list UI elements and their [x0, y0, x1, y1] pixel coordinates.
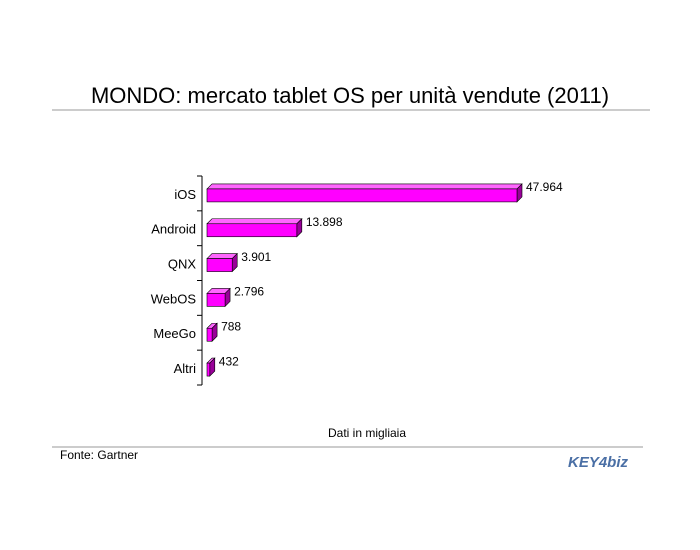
bar	[206, 188, 518, 203]
y-tick-label: iOS	[174, 187, 196, 202]
axis-note: Dati in migliaia	[328, 426, 406, 440]
value-label: 13.898	[306, 215, 343, 229]
bar	[206, 293, 226, 307]
y-tick-label: Altri	[174, 361, 197, 376]
value-label: 47.964	[526, 180, 563, 194]
y-tick-label: Android	[151, 222, 196, 237]
value-label: 2.796	[234, 285, 264, 299]
chart-title: MONDO: mercato tablet OS per unità vendu…	[91, 83, 609, 108]
value-label: 788	[221, 319, 241, 333]
bar	[206, 327, 213, 342]
bar-top	[206, 218, 303, 225]
value-label: 432	[219, 354, 239, 368]
y-tick-label: MeeGo	[153, 326, 196, 341]
bar	[206, 223, 298, 238]
source: Fonte: Gartner	[60, 448, 138, 462]
value-label: 3.901	[241, 250, 271, 264]
bar-top	[206, 183, 523, 190]
y-tick-label: QNX	[168, 257, 197, 272]
bar	[206, 258, 233, 272]
y-tick-label: WebOS	[151, 291, 197, 306]
bar	[206, 362, 211, 377]
logo: KEY4biz	[568, 454, 629, 471]
